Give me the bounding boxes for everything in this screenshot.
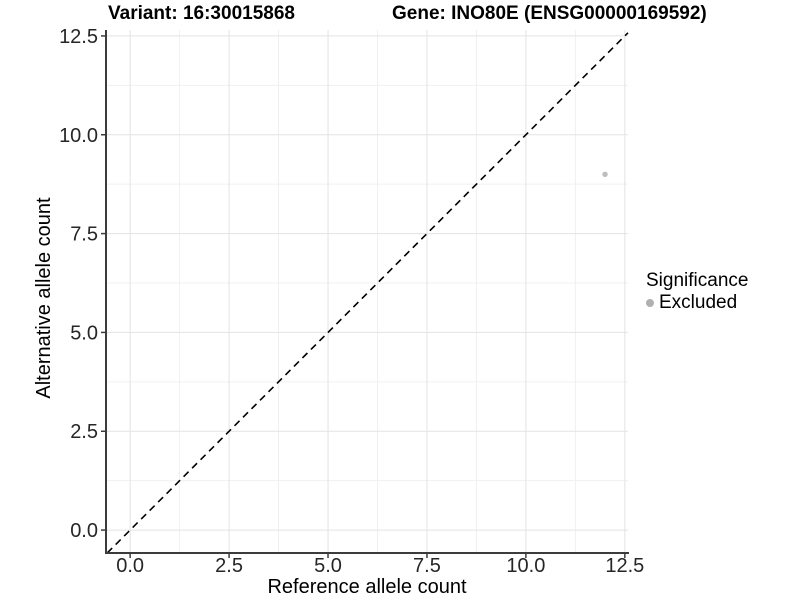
y-tick-label: 2.5 xyxy=(70,421,98,443)
legend-items: Excluded xyxy=(646,293,748,313)
y-tick-label: 0.0 xyxy=(70,520,98,542)
x-axis-title: Reference allele count xyxy=(267,576,467,598)
legend-item-label: Excluded xyxy=(659,292,738,313)
y-axis-title: Alternative allele count xyxy=(33,197,55,399)
legend-point-icon xyxy=(646,299,654,307)
y-tick-label: 12.5 xyxy=(59,26,98,48)
y-tick-label: 5.0 xyxy=(70,322,98,344)
legend: Significance Excluded xyxy=(646,270,748,313)
legend-title: Significance xyxy=(646,270,749,291)
identity-dashed-line xyxy=(106,32,629,554)
x-tick-label: 5.0 xyxy=(314,555,342,577)
x-tick-label: 12.5 xyxy=(605,555,644,577)
x-tick-label: 0.0 xyxy=(116,555,144,577)
x-tick-label: 2.5 xyxy=(215,555,243,577)
y-tick-label: 7.5 xyxy=(70,224,98,246)
x-tick-label: 7.5 xyxy=(413,555,441,577)
plot-title-gene: Gene: INO80E (ENSG00000169592) xyxy=(392,3,707,24)
plot-title-variant: Variant: 16:30015868 xyxy=(108,3,295,24)
data-point xyxy=(602,171,608,177)
y-tick-label: 10.0 xyxy=(59,125,98,147)
x-tick-label: 10.0 xyxy=(506,555,545,577)
legend-item: Excluded xyxy=(646,293,748,313)
